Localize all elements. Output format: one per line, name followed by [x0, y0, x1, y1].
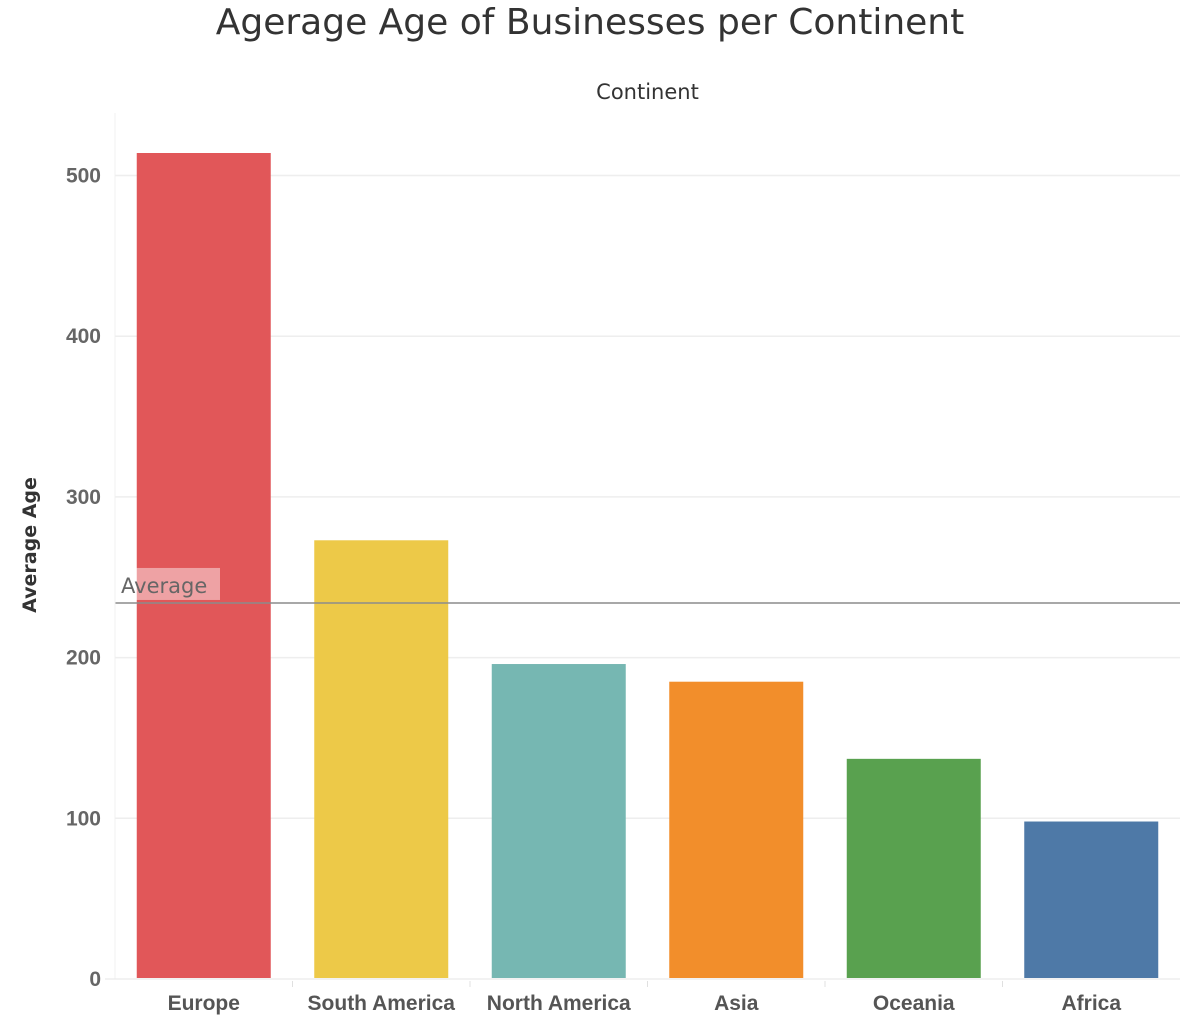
x-tick-label: Asia — [714, 992, 759, 1015]
bar-europe[interactable] — [136, 153, 271, 978]
y-axis-label: Average Age — [19, 477, 41, 613]
gridlines — [115, 174, 1180, 820]
bar-asia[interactable] — [669, 681, 804, 978]
y-tick-label: 300 — [66, 486, 101, 509]
y-tick-label: 100 — [66, 807, 101, 830]
y-tick-label: 400 — [66, 325, 101, 348]
reference-line-group: Average — [115, 567, 1180, 604]
x-tick-label: South America — [308, 992, 456, 1015]
x-tick-label: Africa — [1061, 992, 1121, 1015]
y-tick-label: 500 — [66, 165, 101, 188]
chart-title: Agerage Age of Businesses per Continent — [215, 2, 965, 43]
x-tick-label: Europe — [168, 992, 240, 1015]
bar-north-america[interactable] — [491, 664, 626, 978]
bars — [136, 153, 1159, 978]
bar-africa[interactable] — [1024, 821, 1159, 978]
reference-label-box — [117, 567, 220, 600]
bar-south-america[interactable] — [314, 540, 449, 978]
reference-line-label: Average — [121, 574, 207, 598]
x-tick-label: Oceania — [873, 992, 955, 1015]
x-axis-label: Continent — [596, 80, 699, 104]
y-tick-label: 0 — [89, 968, 101, 991]
bar-oceania[interactable] — [846, 758, 981, 978]
x-tick-label: North America — [487, 992, 631, 1015]
y-tick-label: 200 — [66, 647, 101, 670]
axes: 0 100 200 300 400 500 Europe South America North… — [66, 113, 1180, 1015]
